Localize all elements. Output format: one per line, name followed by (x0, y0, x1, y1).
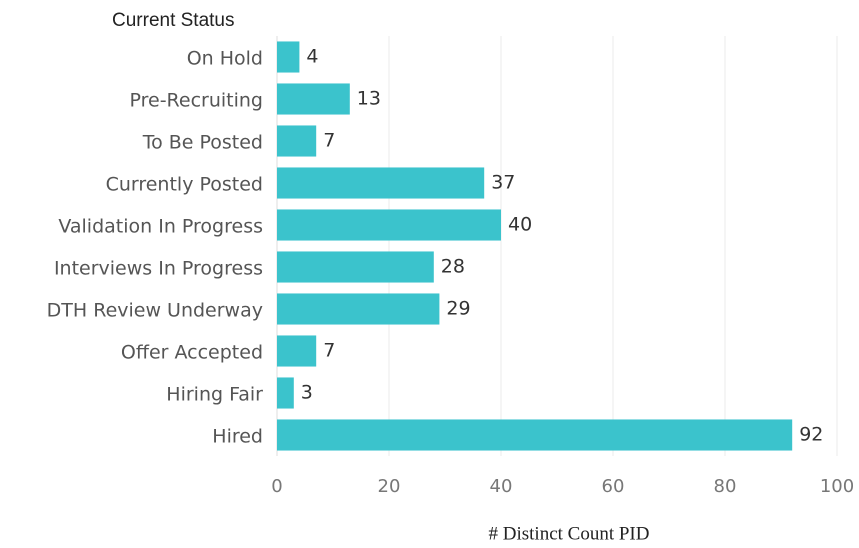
value-label: 37 (491, 172, 515, 194)
x-tick-label: 0 (271, 476, 282, 497)
bar (277, 251, 434, 283)
x-tick-label: 80 (714, 476, 737, 497)
x-axis-title: # Distinct Count PID (489, 523, 650, 544)
bar (277, 41, 300, 73)
y-axis-title: Current Status (112, 10, 235, 31)
y-tick-label: Hiring Fair (166, 384, 263, 406)
bar (277, 209, 501, 241)
value-label: 40 (508, 214, 532, 236)
y-tick-label: Validation In Progress (58, 216, 263, 238)
y-tick-label: DTH Review Underway (47, 300, 263, 322)
value-label: 13 (357, 88, 381, 110)
bar (277, 167, 485, 199)
value-label: 92 (799, 424, 823, 446)
y-tick-label: Pre-Recruiting (129, 90, 263, 112)
bar (277, 83, 350, 115)
bar (277, 125, 317, 157)
x-tick-label: 60 (602, 476, 625, 497)
x-tick-label: 40 (490, 476, 513, 497)
y-tick-label: Currently Posted (106, 174, 263, 196)
value-label: 29 (446, 298, 470, 320)
value-label: 4 (306, 46, 318, 68)
bar (277, 377, 294, 409)
value-label: 7 (323, 340, 335, 362)
y-tick-label: To Be Posted (142, 132, 263, 154)
value-label: 28 (441, 256, 465, 278)
value-label: 7 (323, 130, 335, 152)
bar (277, 335, 317, 367)
y-tick-label: On Hold (187, 48, 263, 70)
value-label: 3 (301, 382, 313, 404)
bar (277, 419, 793, 451)
x-tick-label: 20 (378, 476, 401, 497)
x-tick-label: 100 (820, 476, 854, 497)
y-tick-label: Hired (212, 426, 263, 448)
y-tick-label: Offer Accepted (121, 342, 263, 364)
y-tick-label: Interviews In Progress (54, 258, 263, 280)
bar (277, 293, 440, 325)
